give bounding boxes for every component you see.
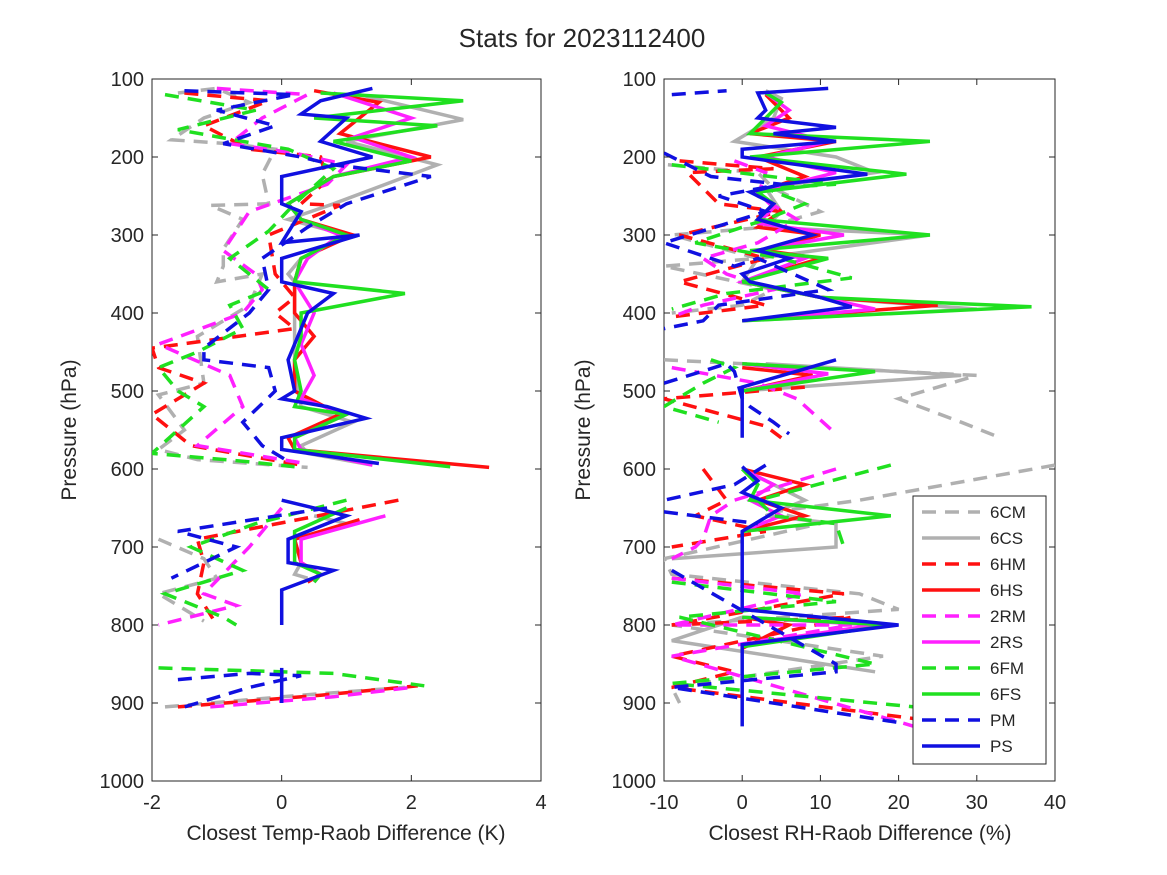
rh-ylabel: Pressure (hPa) xyxy=(572,359,595,500)
rh-series-2RM-segment-2 xyxy=(671,467,837,561)
rh-ytick-label: 800 xyxy=(623,615,656,637)
temp-ytick-label: 400 xyxy=(111,303,144,325)
legend-label-6FM: 6FM xyxy=(990,659,1024,678)
rh-series-PM-segment-3 xyxy=(664,463,767,502)
temp-series-2RM-segment-0 xyxy=(153,86,350,465)
rh-series-6HM-segment-1 xyxy=(664,385,805,440)
temp-xtick-label: -2 xyxy=(143,792,161,814)
temp-series-6FM-segment-2 xyxy=(158,666,425,688)
rh-xtick-label: 30 xyxy=(966,792,988,814)
rh-series-6CM-segment-2 xyxy=(664,463,1055,704)
rh-series-6FS-segment-1 xyxy=(741,361,876,393)
rh-ytick-label: 1000 xyxy=(612,771,657,793)
rh-series-PM-segment-0 xyxy=(671,88,727,97)
temp-ytick-label: 500 xyxy=(111,381,144,403)
legend: 6CM 6CS 6HM 6HS 2RM 2RS 6FM 6FS PM PS xyxy=(912,495,1047,765)
temp-ylabel: Pressure (hPa) xyxy=(58,359,81,500)
temp-xlabel: Closest Temp-Raob Difference (K) xyxy=(186,822,505,845)
rh-panel: -10 0 10 20 30 40 100 200 300 400 500 600 700 800 900 1… xyxy=(572,69,1066,845)
rh-ytick-label: 400 xyxy=(623,303,656,325)
temp-ytick-label: 600 xyxy=(111,459,144,481)
rh-series-PM-segment-4 xyxy=(664,510,759,526)
temp-xtick-label: 0 xyxy=(276,792,287,814)
temp-ytick-label: 100 xyxy=(111,69,144,91)
temp-ytick-label: 300 xyxy=(111,225,144,247)
rh-series-6FS-segment-2 xyxy=(740,467,891,534)
temp-series-2RM-segment-2 xyxy=(210,685,412,709)
temp-series-PM-segment-1 xyxy=(170,506,328,580)
temp-ytick-label: 800 xyxy=(111,615,144,637)
legend-label-PM: PM xyxy=(990,711,1016,730)
legend-box xyxy=(912,495,1047,765)
temp-series-6FS-segment-0 xyxy=(285,91,464,469)
temp-series-PS-segment-0 xyxy=(276,86,380,466)
temp-series-6FM-segment-1 xyxy=(159,498,347,627)
rh-ytick-label: 600 xyxy=(623,459,656,481)
rh-series-PM-segment-5 xyxy=(670,568,899,725)
rh-series-PM-segment-1 xyxy=(664,151,835,331)
rh-xtick-label: 10 xyxy=(809,792,831,814)
temp-series-6FM-segment-0 xyxy=(152,92,337,469)
rh-xtick-label: 40 xyxy=(1044,792,1066,814)
rh-ytick-label: 100 xyxy=(623,69,656,91)
legend-label-6FS: 6FS xyxy=(990,685,1021,704)
rh-ticks-group: -10 0 10 20 30 40 100 200 300 400 500 600 700 800 900 1… xyxy=(612,69,1067,814)
temp-series-6CS-segment-0 xyxy=(282,92,464,467)
temp-ticks-group: -2 0 2 4 100 200 300 400 500 600 700 800 900 1000 xyxy=(100,69,547,814)
figure-title: Stats for 2023112400 xyxy=(459,23,706,53)
rh-series-6CM-segment-0 xyxy=(664,163,826,315)
rh-ytick-label: 900 xyxy=(623,693,656,715)
rh-xtick-label: 0 xyxy=(737,792,748,814)
temp-series-6HM-segment-2 xyxy=(177,684,418,709)
rh-series-group xyxy=(664,86,1055,729)
temp-panel: -2 0 2 4 100 200 300 400 500 600 700 800 900 1000 Clo… xyxy=(58,69,547,845)
legend-label-2RM: 2RM xyxy=(990,607,1026,626)
temp-ytick-label: 900 xyxy=(111,693,144,715)
temp-series-PS-segment-1 xyxy=(279,498,353,625)
rh-series-6FM-segment-1 xyxy=(671,163,853,311)
legend-label-6HS: 6HS xyxy=(990,581,1023,600)
temp-ytick-label: 1000 xyxy=(100,771,145,793)
rh-xlabel: Closest RH-Raob Difference (%) xyxy=(708,822,1011,845)
legend-label-2RS: 2RS xyxy=(990,633,1023,652)
rh-series-PS-segment-2 xyxy=(738,465,899,727)
rh-series-PS-segment-1 xyxy=(740,358,837,438)
temp-xtick-label: 2 xyxy=(406,792,417,814)
legend-label-6CM: 6CM xyxy=(990,503,1026,522)
rh-ytick-label: 700 xyxy=(623,537,656,559)
temp-series-6HM-segment-0 xyxy=(152,91,341,467)
temp-series-2RM-segment-1 xyxy=(158,506,284,627)
rh-xtick-label: -10 xyxy=(650,792,679,814)
rh-ytick-label: 200 xyxy=(623,147,656,169)
temp-xtick-label: 4 xyxy=(535,792,546,814)
rh-series-2RM-segment-3 xyxy=(671,576,915,729)
temp-ytick-label: 200 xyxy=(111,147,144,169)
legend-label-6CS: 6CS xyxy=(990,529,1023,548)
rh-series-6FM-segment-2 xyxy=(664,358,739,424)
rh-series-6CS-segment-3 xyxy=(671,615,876,674)
temp-series-group xyxy=(152,86,490,709)
temp-series-PM-segment-2 xyxy=(177,671,302,709)
rh-ytick-label: 300 xyxy=(623,225,656,247)
rh-series-PS-segment-0 xyxy=(738,86,868,323)
legend-label-PS: PS xyxy=(990,737,1013,756)
temp-ytick-label: 700 xyxy=(111,537,144,559)
rh-ytick-label: 500 xyxy=(623,381,656,403)
rh-series-6FM-segment-3 xyxy=(754,463,892,548)
legend-label-6HM: 6HM xyxy=(990,555,1026,574)
rh-xtick-label: 20 xyxy=(887,792,909,814)
